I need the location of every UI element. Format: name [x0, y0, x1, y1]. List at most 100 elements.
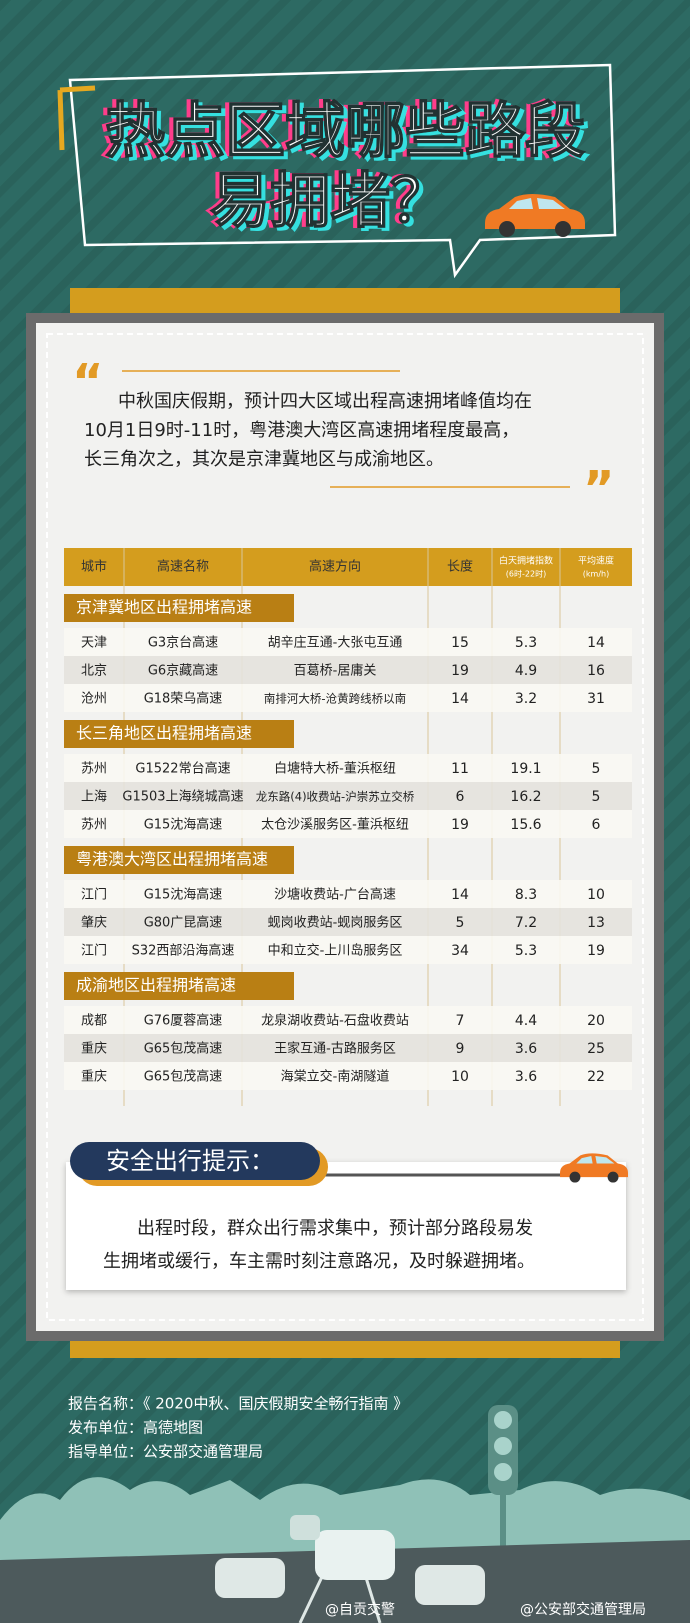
quote-mark: “ — [72, 354, 104, 410]
table-cell: 胡辛庄互通-大张屯互通 — [268, 635, 403, 651]
footer-line: 发布单位：高德地图 — [68, 1419, 203, 1437]
table-cell: 5.3 — [515, 943, 537, 959]
header-sub: (km/h) — [583, 570, 609, 579]
section-band — [64, 594, 294, 622]
table-row — [64, 684, 632, 712]
frame-inner — [46, 333, 644, 1321]
section-band — [64, 846, 294, 874]
table-row — [64, 628, 632, 656]
table-cell: 15 — [451, 635, 469, 651]
table: 城市 高速名称 高速方向 长度 白天拥堵指数 (6时-22时) 平均速度 (km/h) 京津冀地… — [64, 548, 632, 1106]
quote-mark: ” — [583, 461, 615, 517]
table-cell: 34 — [451, 943, 469, 959]
footer-line: 报告名称：《 2020中秋、国庆假期安全畅行指南 》 — [68, 1395, 408, 1413]
section-title: 京津冀地区出程拥堵高速 — [76, 598, 252, 617]
table-cell: G18荣乌高速 — [144, 691, 223, 707]
table-cell: G1503上海绕城高速 — [122, 789, 243, 805]
table-row — [64, 810, 632, 838]
table-cell: 10 — [451, 1069, 469, 1085]
section-title: 成渝地区出程拥堵高速 — [76, 976, 236, 995]
footer-line: 指导单位：公安部交通管理局 — [68, 1443, 263, 1461]
table-cell: G15沈海高速 — [144, 887, 223, 903]
table-cell: S32西部沿海高速 — [132, 943, 235, 959]
table-row — [64, 908, 632, 936]
table-cell: 8.3 — [515, 887, 537, 903]
table-cell: 王家互通-古路服务区 — [274, 1041, 396, 1057]
intro: 中秋国庆假期，预计四大区域出程高速拥堵峰值均在 10月1日9时-11时，粤港澳大湾… — [84, 391, 532, 470]
table-cell: 3.2 — [515, 691, 537, 707]
table-cell: 成都 — [81, 1014, 107, 1029]
table-cell: 6 — [456, 789, 465, 805]
table-cell: 14 — [451, 887, 469, 903]
table-cell: 4.9 — [515, 663, 537, 679]
table-cell: 5 — [456, 915, 465, 931]
table-cell: 江门 — [81, 888, 107, 903]
bubble-accent — [57, 85, 96, 151]
table-cell: 江门 — [81, 944, 107, 959]
section-title: 粤港澳大湾区出程拥堵高速 — [76, 850, 268, 869]
table-row — [64, 936, 632, 964]
table-cell: G1522常台高速 — [135, 761, 230, 777]
header-label: 城市 — [81, 559, 107, 575]
table-cell: 13 — [587, 915, 605, 931]
table-cell: 20 — [587, 1013, 605, 1029]
table-cell: 19 — [451, 817, 469, 833]
table-cell: 7 — [456, 1013, 465, 1029]
speech-bubble — [68, 63, 617, 279]
table-cell: 龙东路(4)收费站-沪崇苏立交桥 — [256, 790, 415, 804]
table-cell: 5.3 — [515, 635, 537, 651]
table-cell: 龙泉湖收费站-石盘收费站 — [261, 1013, 409, 1029]
table-row — [64, 656, 632, 684]
table-cell: 肇庆 — [81, 916, 107, 931]
table-cell: 3.6 — [515, 1041, 537, 1057]
table-row — [64, 1062, 632, 1090]
table-cell: 上海 — [81, 790, 107, 805]
intro-line: 10月1日9时-11时，粤港澳大湾区高速拥堵程度最高， — [84, 420, 519, 441]
table-cell: 天津 — [81, 636, 107, 651]
section-band — [64, 720, 294, 748]
intro-line: 中秋国庆假期，预计四大区域出程高速拥堵峰值均在 — [118, 391, 532, 412]
table-cell: 14 — [587, 635, 605, 651]
table-cell: 16 — [587, 663, 605, 679]
header-label: 平均速度 — [578, 555, 614, 567]
table-cell: 14 — [451, 691, 469, 707]
tip-title: 安全出行提示： — [106, 1147, 274, 1175]
table-cell: 19.1 — [510, 761, 541, 777]
table-cell: 4.4 — [515, 1013, 537, 1029]
table-cell: 16.2 — [510, 789, 541, 805]
tip-pill — [70, 1142, 320, 1180]
table-row — [64, 782, 632, 810]
table-cell: G65包茂高速 — [144, 1041, 223, 1057]
table-cell: 5 — [592, 761, 601, 777]
table-cell: 19 — [587, 943, 605, 959]
header-label: 白天拥堵指数 — [499, 555, 553, 567]
table-cell: 沧州 — [81, 691, 107, 707]
header-sub: (6时-22时) — [506, 569, 546, 579]
table-cell: 5 — [592, 789, 601, 805]
table-cell: 31 — [587, 691, 605, 707]
table-header-bg — [64, 548, 632, 586]
table-cell: 重庆 — [81, 1041, 107, 1057]
table-cell: 3.6 — [515, 1069, 537, 1085]
table-cell: 9 — [456, 1041, 465, 1057]
table-cell: 7.2 — [515, 915, 537, 931]
table-cell: G15沈海高速 — [144, 817, 223, 833]
table-cell: 19 — [451, 663, 469, 679]
tip-text: 出程时段，群众出行需求集中，预计部分路段易发 — [137, 1218, 533, 1239]
table-row — [64, 1034, 632, 1062]
header-label: 长度 — [447, 559, 473, 575]
table-row — [64, 1006, 632, 1034]
header-label: 高速方向 — [309, 559, 361, 575]
table-cell: 沙塘收费站-广台高速 — [274, 887, 396, 903]
watermark: @自贡交警 — [325, 1601, 395, 1618]
table-cell: 苏州 — [81, 817, 107, 833]
table-cell: 6 — [592, 817, 601, 833]
table-cell: 重庆 — [81, 1069, 107, 1085]
table-cell: 10 — [587, 887, 605, 903]
table-cell: 太仓沙溪服务区-董浜枢纽 — [261, 817, 409, 833]
table-cell: G65包茂高速 — [144, 1069, 223, 1085]
table-cell: 百葛桥-居庸关 — [294, 663, 377, 679]
table-cell: 南排河大桥-沧黄跨线桥以南 — [264, 692, 406, 706]
table-cell: 15.6 — [510, 817, 541, 833]
